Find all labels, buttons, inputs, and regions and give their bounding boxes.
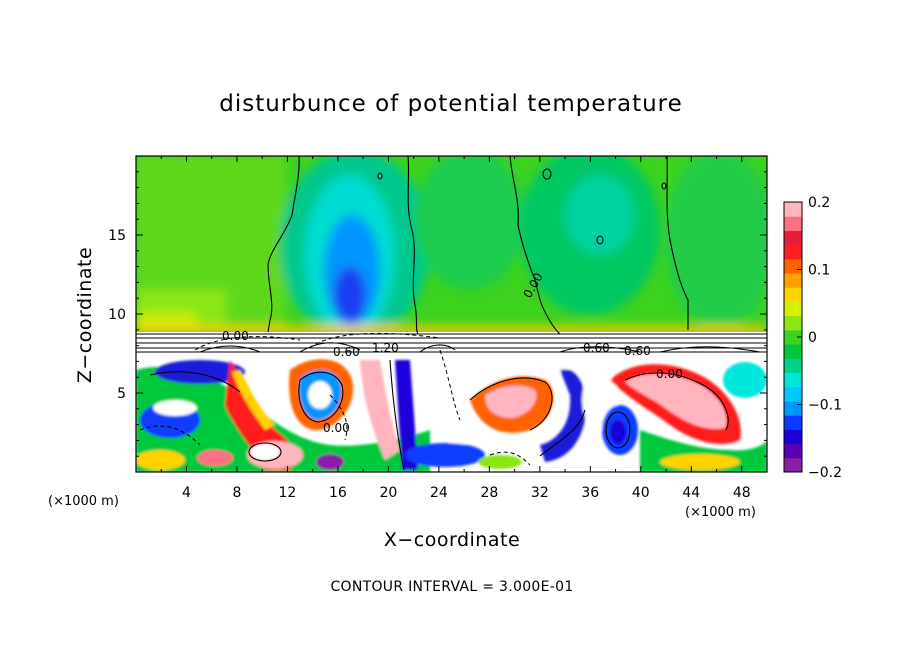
colorbar-tick-label: 0.2	[808, 195, 830, 211]
colorbar-swatch	[784, 301, 802, 317]
plot-area: 0.00 0.60 1.20 0.60 0.60 0.00 0.00 0.00	[136, 156, 767, 472]
contour-label: 0.60	[333, 345, 360, 359]
contour-label: 0.00	[323, 421, 350, 435]
colorbar-swatch	[784, 273, 802, 288]
x-tick-label: 24	[430, 485, 448, 501]
contour-label: 0.00	[222, 329, 249, 343]
x-tick-label: 32	[531, 485, 549, 501]
colorbar-swatch	[784, 415, 802, 430]
y-tick-label: 10	[108, 307, 126, 323]
colorbar-swatch	[784, 202, 802, 217]
x-tick-label: 44	[682, 485, 700, 501]
x-tick-label: 8	[232, 485, 241, 501]
colorbar-tick-label: −0.2	[808, 465, 842, 481]
contour-label: 0.60	[583, 341, 610, 355]
y-axis: 5 10 15	[108, 171, 767, 457]
colorbar-swatch	[784, 287, 802, 302]
y-axis-label: Z−coordinate	[74, 247, 96, 383]
x-tick-label: 48	[733, 485, 751, 501]
colorbar-swatch	[784, 429, 802, 445]
colorbar-swatch	[784, 358, 802, 374]
colorbar-swatch	[784, 216, 802, 231]
colorbar-swatch	[784, 344, 802, 359]
x-tick-label: 40	[632, 485, 650, 501]
colorbar-swatch	[784, 372, 802, 388]
x-tick-label: 4	[182, 485, 191, 501]
colorbar-swatch	[784, 244, 802, 260]
x-unit-right: (×1000 m)	[685, 505, 756, 520]
x-unit-left: (×1000 m)	[48, 494, 119, 509]
colorbar-swatch	[784, 400, 802, 416]
colorbar-swatch	[784, 443, 802, 459]
x-tick-label: 12	[279, 485, 297, 501]
x-tick-label: 36	[581, 485, 599, 501]
colorbar-swatch	[784, 230, 802, 246]
contour-label: 0.00	[656, 367, 683, 381]
x-tick-label: 20	[379, 485, 397, 501]
colorbar-tick-label: −0.1	[808, 398, 842, 414]
colorbar-swatch	[784, 457, 802, 473]
colorbar-swatch	[784, 258, 802, 274]
colorbar-swatch	[784, 329, 802, 345]
upper-field-patches	[136, 156, 767, 340]
chart-title: disturbunce of potential temperature	[219, 91, 683, 117]
x-axis: 4 8 12 16 20 24 28 32 36 40 44 48	[160, 156, 751, 501]
x-tick-label: 28	[480, 485, 498, 501]
contour-lines	[136, 156, 767, 471]
x-tick-label: 16	[329, 485, 347, 501]
colorbar-swatch	[784, 315, 802, 331]
contour-interval-note: CONTOUR INTERVAL = 3.000E-01	[330, 579, 573, 595]
contour-label: 0.60	[624, 344, 651, 358]
colorbar-tick-label: 0	[808, 330, 817, 346]
colorbar: 0.2 0.1 0 −0.1 −0.2	[783, 195, 842, 481]
contour-lines-dashed	[139, 332, 531, 466]
colorbar-swatch	[784, 386, 802, 402]
x-axis-label: X−coordinate	[384, 529, 520, 551]
y-tick-label: 15	[108, 228, 126, 244]
y-tick-label: 5	[117, 386, 126, 402]
contour-label: 1.20	[372, 341, 399, 355]
colorbar-tick-label: 0.1	[808, 263, 830, 279]
